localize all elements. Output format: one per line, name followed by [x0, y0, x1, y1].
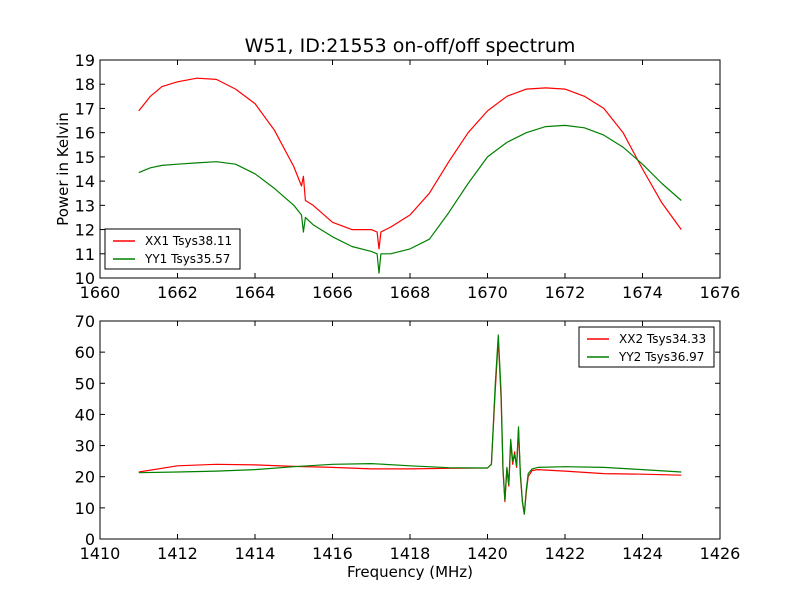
y-tick-label: 18 [75, 75, 95, 94]
y-tick-label: 16 [75, 124, 95, 143]
x-tick-label: 1666 [312, 283, 353, 302]
y-tick-label: 13 [75, 196, 95, 215]
y-tick-label: 12 [75, 221, 95, 240]
y-tick-label: 10 [75, 499, 95, 518]
legend: XX1 Tsys38.11 YY1 Tsys35.57 [104, 228, 241, 270]
y-tick-label: 70 [75, 312, 95, 331]
legend-label: XX1 Tsys38.11 [145, 234, 232, 248]
x-tick-label: 1664 [235, 283, 276, 302]
x-tick-label: 1426 [700, 544, 741, 563]
y-tick-label: 10 [75, 269, 95, 288]
x-tick-label: 1668 [390, 283, 431, 302]
legend-label: YY1 Tsys35.57 [144, 252, 230, 266]
y-tick-label: 60 [75, 343, 95, 362]
chart-title: W51, ID:21553 on-off/off spectrum [245, 35, 576, 57]
series-line-yy2 [138, 334, 682, 515]
top-panel: 1660 1662 1664 1666 1668 1670 1672 1674 1676 10 11… [75, 51, 741, 302]
x-tick-label: 1416 [312, 544, 353, 563]
y-tick-label: 19 [75, 51, 95, 70]
y-tick-label: 50 [75, 374, 95, 393]
x-tick-label: 1410 [80, 544, 121, 563]
x-tick-label: 1424 [622, 544, 663, 563]
y-tick-label: 11 [75, 245, 95, 264]
x-tick-label: 1672 [545, 283, 586, 302]
x-axis-title: Frequency (MHz) [347, 563, 473, 581]
x-tick-label: 1674 [622, 283, 663, 302]
y-tick-label: 40 [75, 405, 95, 424]
y-axis-title: Power in Kelvin [54, 112, 72, 226]
series-line-xx1 [138, 77, 682, 250]
y-tick-label: 20 [75, 468, 95, 487]
x-tick-label: 1412 [157, 544, 198, 563]
legend-label: YY2 Tsys36.97 [618, 350, 704, 364]
y-tick-label: 30 [75, 437, 95, 456]
x-tick-label: 1660 [80, 283, 121, 302]
bottom-panel: 1410 1412 1414 1416 1418 1420 1422 1424 1426 0 10 2… [75, 312, 741, 563]
x-tick-label: 1676 [700, 283, 741, 302]
x-tick-label: 1418 [390, 544, 431, 563]
series-line-yy1 [138, 124, 682, 274]
x-tick-label: 1422 [545, 544, 586, 563]
x-tick-label: 1420 [467, 544, 508, 563]
legend: XX2 Tsys34.33 YY2 Tsys36.97 [578, 326, 715, 368]
legend-box [578, 326, 715, 368]
legend-label: XX2 Tsys34.33 [619, 332, 706, 346]
x-tick-label: 1414 [235, 544, 276, 563]
x-tick-label: 1670 [467, 283, 508, 302]
y-tick-label: 14 [75, 172, 95, 191]
x-tick-label: 1662 [157, 283, 198, 302]
legend-box [104, 228, 241, 270]
y-tick-label: 0 [85, 530, 95, 549]
y-tick-label: 17 [75, 99, 95, 118]
y-tick-label: 15 [75, 148, 95, 167]
